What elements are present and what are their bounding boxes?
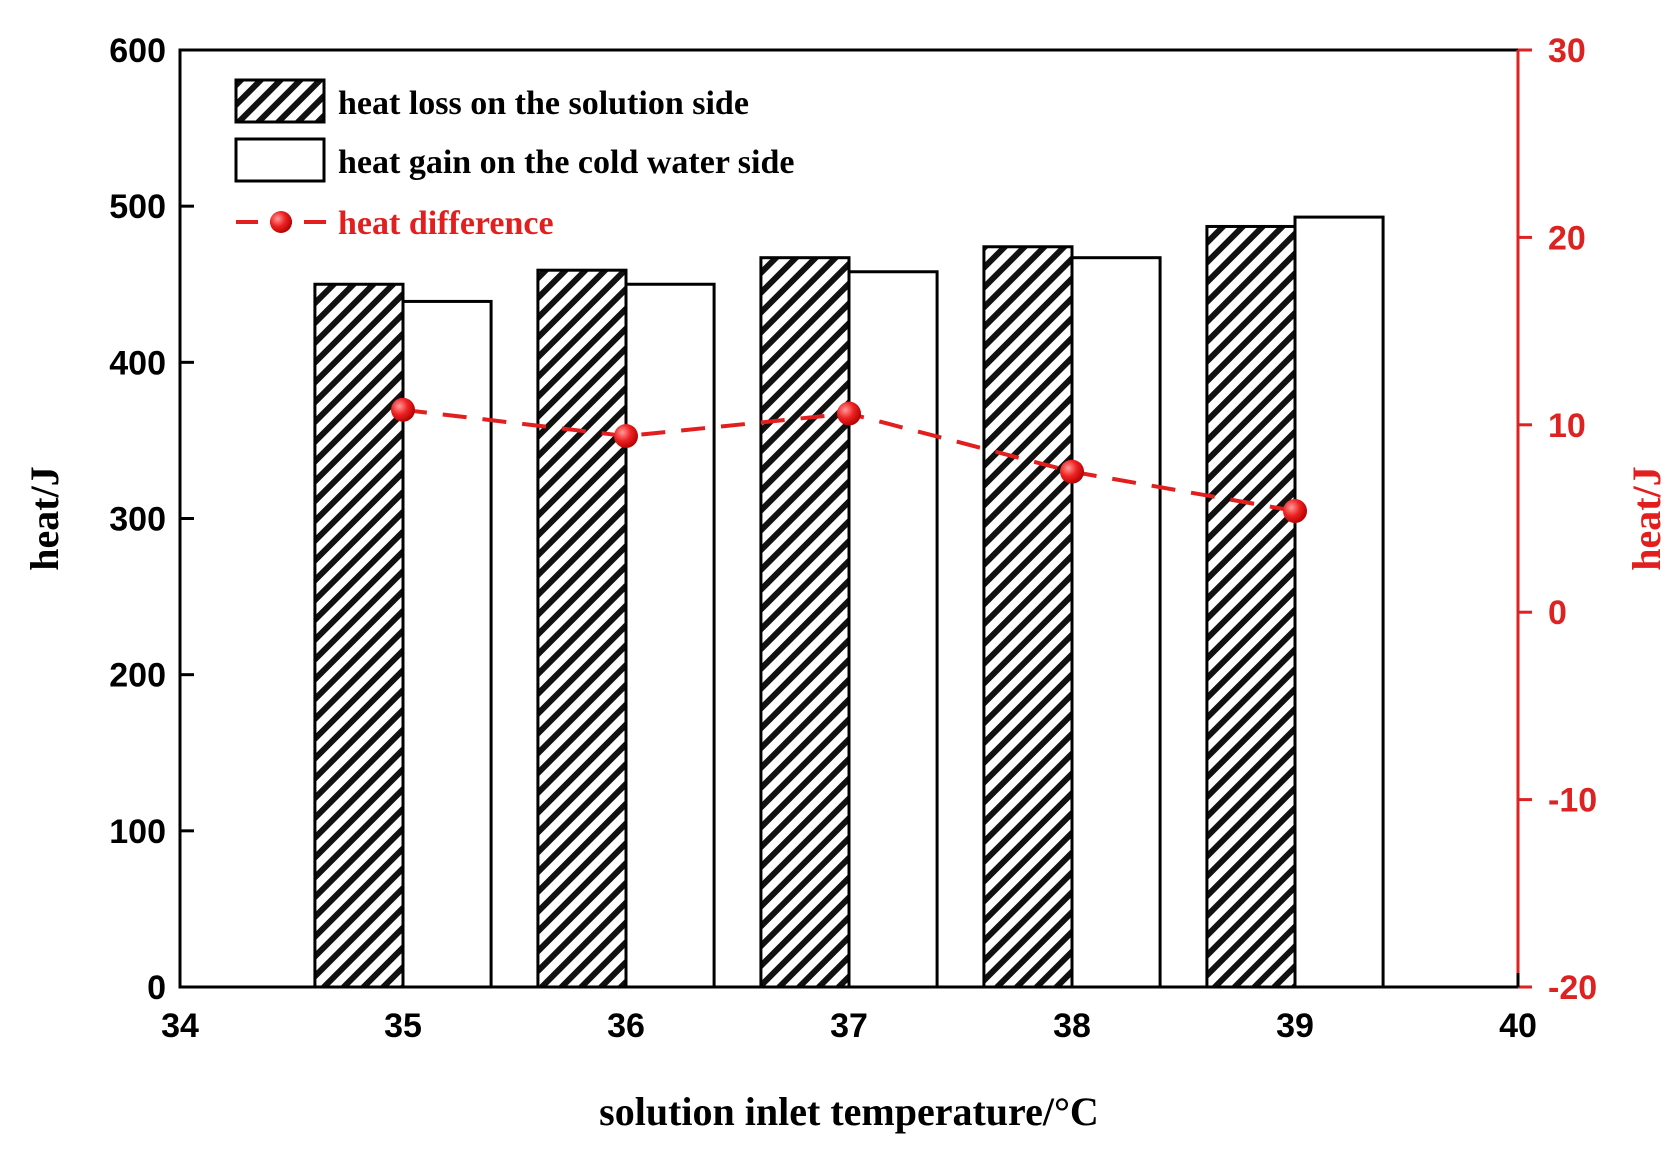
y-tick-label-0: 0 — [147, 969, 166, 1007]
y-tick-label-100: 100 — [109, 813, 166, 851]
y-tick-label-400: 400 — [109, 344, 166, 382]
bar-heat-gain-35 — [401, 299, 493, 989]
y2-tick-label-20: 20 — [1548, 219, 1586, 257]
y-tick-label-500: 500 — [109, 188, 166, 226]
bar-heat-gain-36 — [624, 282, 716, 989]
y2-tick-label-30: 30 — [1548, 32, 1586, 70]
x-axis-title: solution inlet temperature/°C — [599, 1089, 1099, 1134]
legend-label-heat-loss: heat loss on the solution side — [338, 85, 749, 122]
legend-swatch-heat-difference-marker — [270, 211, 292, 233]
point-heat-difference-37 — [837, 401, 861, 426]
x-tick-label-40: 40 — [1499, 1007, 1537, 1045]
legend-swatch-heat-loss — [234, 78, 326, 124]
y-tick-label-300: 300 — [109, 501, 166, 539]
bar-heat-loss-37 — [759, 256, 851, 989]
point-heat-difference-35 — [391, 397, 415, 422]
y2-tick-label-0: 0 — [1548, 594, 1567, 632]
left-axis: 0 100 200 300 400 500 600 — [109, 32, 194, 1007]
bar-heat-gain-37 — [847, 270, 939, 989]
line-layer — [391, 397, 1307, 524]
right-axis: -20 -10 0 10 20 30 — [1518, 32, 1597, 1007]
x-tick-label-39: 39 — [1276, 1007, 1314, 1045]
legend-swatch-heat-gain — [234, 137, 326, 183]
legend-label-heat-difference: heat difference — [338, 205, 554, 242]
y2-tick-label--10: -10 — [1548, 782, 1597, 820]
y2-tick-label-10: 10 — [1548, 407, 1586, 445]
bars-layer — [313, 215, 1385, 989]
bar-heat-loss-36 — [536, 268, 628, 989]
x-tick-label-37: 37 — [830, 1007, 868, 1045]
point-heat-difference-38 — [1060, 459, 1084, 484]
bar-heat-gain-38 — [1070, 256, 1162, 989]
bar-heat-loss-35 — [313, 282, 405, 989]
x-tick-label-34: 34 — [161, 1007, 199, 1045]
y-axis-title: heat/J — [22, 466, 67, 570]
bar-heat-loss-39 — [1205, 224, 1297, 989]
legend-label-heat-gain: heat gain on the cold water side — [338, 144, 794, 181]
bar-heat-gain-39 — [1293, 215, 1385, 989]
y-tick-label-600: 600 — [109, 32, 166, 70]
x-axis: 34 35 36 37 38 39 40 — [161, 973, 1537, 1045]
y2-axis-title: heat/J — [1624, 466, 1669, 570]
x-tick-label-35: 35 — [384, 1007, 422, 1045]
legend: heat loss on the solution side heat gain… — [234, 78, 794, 242]
y-tick-label-200: 200 — [109, 657, 166, 695]
y2-tick-label--20: -20 — [1548, 969, 1597, 1007]
bar-heat-loss-38 — [982, 245, 1074, 989]
x-tick-label-38: 38 — [1053, 1007, 1091, 1045]
point-heat-difference-36 — [614, 424, 638, 449]
point-heat-difference-39 — [1283, 499, 1307, 524]
x-tick-label-36: 36 — [607, 1007, 645, 1045]
